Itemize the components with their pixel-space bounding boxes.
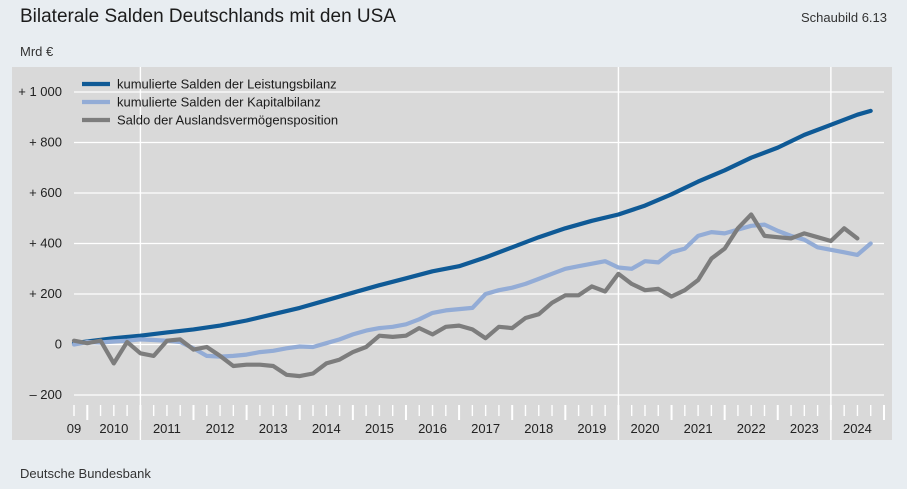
grid-layer xyxy=(74,67,884,440)
legend-label: kumulierte Salden der Leistungsbilanz xyxy=(117,77,337,92)
figure-number: Schaubild 6.13 xyxy=(800,10,887,25)
series-layer xyxy=(71,108,873,379)
x-tick-label: 2011 xyxy=(153,421,181,436)
x-tick-label: 2015 xyxy=(365,421,394,436)
y-tick-label: + 1 000 xyxy=(18,84,62,99)
x-tick-label: 2013 xyxy=(259,421,288,436)
y-tick-label: – 200 xyxy=(29,387,62,402)
legend-label: kumulierte Salden der Kapitalbilanz xyxy=(117,95,321,110)
x-tick-label: 2023 xyxy=(790,421,819,436)
series-line-1 xyxy=(71,108,873,346)
chart-title: Bilaterale Salden Deutschlands mit den U… xyxy=(20,6,396,27)
x-tick-label: 2018 xyxy=(524,421,553,436)
x-tick-label: 2014 xyxy=(312,421,341,436)
x-tick-label: 2012 xyxy=(206,421,235,436)
series-line-3 xyxy=(71,212,860,379)
axis-layer: – 200 0 + 200 + 400 + 600 + 800 + 1 000 09 2010 2… xyxy=(18,84,885,436)
y-tick-label: + 400 xyxy=(29,236,62,251)
y-axis-unit: Mrd € xyxy=(20,44,54,59)
x-tick-label: 2017 xyxy=(471,421,500,436)
legend: kumulierte Salden der Leistungsbilanz kum… xyxy=(82,77,338,128)
y-tick-label: + 600 xyxy=(29,185,62,200)
x-tick-label: 2022 xyxy=(737,421,766,436)
y-tick-label: + 800 xyxy=(29,135,62,150)
x-tick-label: 2021 xyxy=(684,421,713,436)
x-tick-label: 2016 xyxy=(418,421,447,436)
source-note: Deutsche Bundesbank xyxy=(20,466,151,481)
y-tick-label: + 200 xyxy=(29,286,62,301)
x-tick-label: 2019 xyxy=(577,421,606,436)
legend-label: Saldo der Auslandsvermögensposition xyxy=(117,113,338,128)
x-tick-label: 2020 xyxy=(631,421,660,436)
x-tick-label: 2010 xyxy=(99,421,128,436)
x-tick-label: 09 xyxy=(67,421,81,436)
plot-background xyxy=(12,67,892,440)
y-tick-label: 0 xyxy=(55,337,62,352)
x-tick-label: 2024 xyxy=(843,421,872,436)
